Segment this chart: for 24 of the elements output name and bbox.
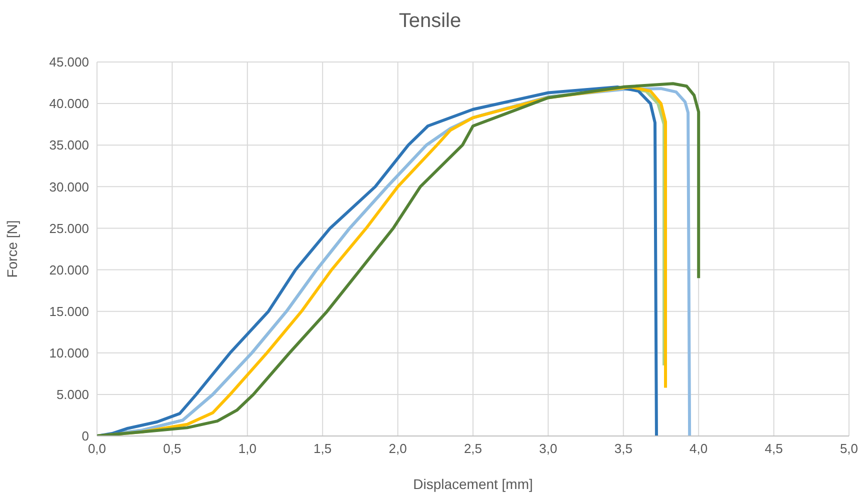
chart-title: Tensile [398, 10, 462, 33]
y-tick-label: 0 [82, 428, 89, 444]
y-tick-label: 20.000 [49, 262, 89, 278]
x-tick-label: 2,5 [464, 441, 482, 456]
x-tick-label: 4,0 [690, 441, 708, 456]
y-tick-label: 10.000 [49, 346, 89, 361]
x-tick-label: 5,0 [840, 441, 858, 456]
x-tick-label: 0,0 [88, 441, 106, 456]
x-tick-label: 3,5 [614, 441, 632, 456]
y-tick-label: 25.000 [49, 220, 89, 236]
x-axis-title: Displacement [mm] [413, 476, 533, 492]
x-tick-label: 1,0 [238, 441, 256, 456]
x-tick-label: 1,5 [314, 441, 332, 456]
y-tick-label: 35.000 [49, 138, 89, 153]
x-tick-label: 0,5 [163, 441, 182, 456]
y-tick-label: 45.000 [49, 54, 89, 70]
y-tick-label: 15.000 [49, 304, 89, 319]
y-tick-label: 30.000 [49, 179, 89, 194]
x-tick-label: 3,0 [539, 441, 558, 456]
y-tick-label: 40.000 [49, 96, 89, 112]
x-tick-label: 4,5 [764, 441, 783, 456]
y-tick-label: 5.000 [56, 387, 89, 402]
y-axis-title: Force [N] [4, 220, 20, 278]
x-tick-label: 2,0 [388, 441, 407, 456]
